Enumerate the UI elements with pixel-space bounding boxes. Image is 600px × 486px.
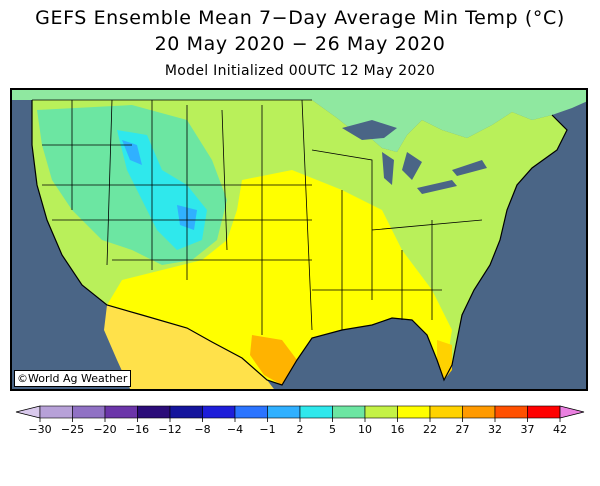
colorbar-swatch — [202, 405, 236, 419]
colorbar-swatch — [39, 405, 73, 419]
temperature-map: ©World Ag Weather — [10, 88, 588, 391]
warm-florida — [437, 340, 452, 380]
colorbar-swatch — [267, 405, 301, 419]
colorbar-tick-label: 16 — [390, 423, 405, 436]
map-title: GEFS Ensemble Mean 7−Day Average Min Tem… — [35, 7, 565, 29]
colorbar-swatch — [429, 405, 463, 419]
colorbar-tick-label: −20 — [93, 423, 117, 436]
colorbar-tick-label: 5 — [329, 423, 336, 436]
colorbar-tick-label: −4 — [226, 423, 244, 436]
colorbar-tick-label: −25 — [60, 423, 85, 436]
colorbar-tick-label: 32 — [488, 423, 502, 436]
colorbar-swatch — [397, 405, 431, 419]
colorbar-tick-label: 2 — [296, 423, 304, 436]
colorbar-swatch — [104, 405, 138, 419]
colorbar-swatch — [299, 405, 333, 419]
colorbar-tick-label: −30 — [28, 423, 52, 436]
colorbar-max-arrow — [559, 405, 585, 419]
colorbar-swatch — [494, 405, 528, 419]
mexico-land — [104, 305, 274, 389]
date-range: 20 May 2020 − 26 May 2020 — [154, 33, 446, 55]
great-lakes — [342, 120, 487, 194]
colorbar-tick-label: −8 — [194, 423, 211, 436]
model-init-subtitle: Model Initialized 00UTC 12 May 2020 — [164, 63, 436, 79]
colorbar-swatch — [137, 405, 171, 419]
hot-south-texas — [250, 335, 297, 385]
colorbar-swatch — [364, 405, 398, 419]
colorbar-tick-label: 42 — [553, 423, 567, 436]
colorbar — [15, 405, 585, 422]
colorbar-tick-label: −1 — [259, 423, 276, 436]
colorbar-swatch — [332, 405, 366, 419]
colorbar-tick-label: 22 — [423, 423, 437, 436]
us-map-graphic — [12, 90, 586, 389]
colorbar-tick-label: 27 — [455, 423, 470, 436]
colorbar-swatch — [72, 405, 106, 419]
colorbar-min-arrow — [15, 405, 41, 419]
coldest-pocket — [122, 140, 197, 230]
colorbar-swatch — [234, 405, 268, 419]
state-borders — [31, 99, 568, 386]
credit-label: ©World Ag Weather — [14, 370, 132, 387]
colorbar-swatch — [169, 405, 203, 419]
colorbar-tick-label: 37 — [520, 423, 535, 436]
colorbar-swatch — [462, 405, 496, 419]
canada-land — [12, 90, 586, 152]
colorbar-tick-label: 10 — [358, 423, 372, 436]
colorbar-swatch — [527, 405, 561, 419]
colorbar-tick-label: −12 — [158, 423, 182, 436]
colorbar-tick-label: −16 — [125, 423, 150, 436]
